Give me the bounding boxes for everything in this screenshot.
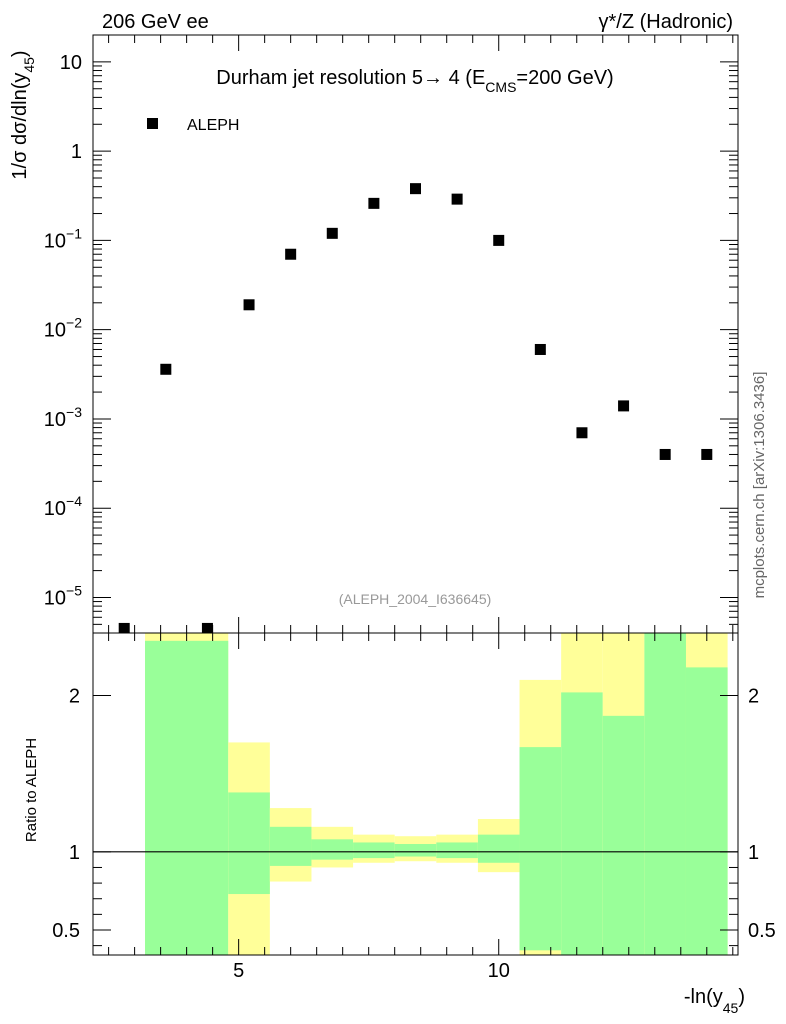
uncertainty-band-inner bbox=[519, 747, 562, 951]
x-axis-label: -ln(y45) bbox=[684, 986, 745, 1016]
legend-marker bbox=[147, 118, 158, 129]
ratio-y-tick-label-left: 1 bbox=[69, 842, 80, 864]
y-tick-label: 1 bbox=[71, 141, 82, 163]
uncertainty-band-inner bbox=[436, 842, 478, 859]
data-point bbox=[118, 622, 130, 633]
main-y-axis: 10 1 10−1 10−2 10−3 10−4 10−5 bbox=[44, 34, 738, 634]
main-y-label-main: 1/σ dσ/dln(y bbox=[9, 73, 31, 180]
main-y-label-sub: 45 bbox=[21, 57, 37, 73]
uncertainty-band-inner bbox=[353, 842, 395, 859]
main-y-label: 1/σ dσ/dln(y45) bbox=[9, 50, 37, 179]
data-point bbox=[160, 363, 172, 375]
y-tick-label: 10−3 bbox=[44, 404, 82, 431]
x-axis-label-end: ) bbox=[738, 986, 745, 1008]
data-point bbox=[493, 234, 505, 246]
uncertainty-band-inner bbox=[311, 839, 354, 860]
analysis-watermark: (ALEPH_2004_I636645) bbox=[339, 591, 492, 607]
legend-label: ALEPH bbox=[187, 117, 239, 134]
ratio-plot-frame bbox=[92, 632, 739, 956]
uncertainty-band-inner bbox=[145, 640, 229, 955]
data-point bbox=[285, 248, 297, 260]
uncertainty-band-inner bbox=[561, 692, 603, 955]
y-tick-label: 10−4 bbox=[44, 493, 82, 520]
plot-title-end: =200 GeV) bbox=[516, 67, 613, 89]
x-tick-label: 5 bbox=[233, 960, 244, 982]
uncertainty-band-inner bbox=[644, 633, 686, 955]
main-x-axis-ticks bbox=[108, 35, 734, 633]
data-point bbox=[410, 183, 421, 195]
ratio-y-tick-label-right: 1 bbox=[748, 842, 759, 864]
data-point bbox=[243, 299, 255, 311]
x-tick-label: 10 bbox=[488, 960, 510, 982]
ratio-y-tick-label-left: 0.5 bbox=[52, 920, 80, 942]
ratio-y-label: Ratio to ALEPH bbox=[23, 738, 40, 842]
plot-title-sub: CMS bbox=[485, 79, 516, 95]
y-tick-label: 10−1 bbox=[44, 225, 82, 252]
ratio-band-layer bbox=[145, 633, 728, 955]
uncertainty-band-inner bbox=[228, 792, 270, 895]
x-axis-label-main: -ln(y bbox=[684, 986, 723, 1008]
ratio-y-tick-label-right: 0.5 bbox=[748, 920, 776, 942]
data-point bbox=[201, 622, 213, 633]
header-right: γ*/Z (Hadronic) bbox=[599, 11, 733, 33]
uncertainty-band-inner bbox=[602, 715, 645, 955]
data-point bbox=[368, 197, 380, 209]
marker-layer bbox=[118, 183, 713, 633]
uncertainty-band-inner bbox=[477, 834, 520, 863]
y-tick-label: 10−2 bbox=[44, 315, 82, 342]
main-plot-panel: 10 1 10−1 10−2 10−3 10−4 10−5 Durham jet resol… bbox=[9, 34, 739, 634]
data-point bbox=[326, 227, 338, 239]
header-left: 206 GeV ee bbox=[102, 11, 209, 33]
ratio-y-tick-label-right: 2 bbox=[748, 686, 759, 708]
ratio-y-axis: 2 2 1 1 0.5 0.5 bbox=[52, 686, 776, 947]
data-point bbox=[451, 193, 463, 205]
x-axis-label-sub: 45 bbox=[723, 1000, 739, 1016]
data-point bbox=[576, 427, 588, 439]
plot-title: Durham jet resolution 5→ 4 (ECMS=200 GeV… bbox=[216, 67, 613, 95]
source-credit: mcplots.cern.ch [arXiv:1306.3436] bbox=[751, 372, 768, 599]
ratio-y-tick-label-left: 2 bbox=[69, 686, 80, 708]
y-tick-label: 10 bbox=[60, 52, 82, 74]
ratio-plot-panel: 2 2 1 1 0.5 0.5 5 10 Ratio to ALEPH -ln(y45) bbox=[23, 632, 776, 1016]
main-y-label-end: ) bbox=[9, 50, 31, 57]
data-point bbox=[701, 448, 713, 460]
ratio-x-axis: 5 10 bbox=[108, 633, 734, 982]
uncertainty-band-inner bbox=[685, 667, 728, 955]
data-point bbox=[618, 400, 630, 412]
data-point bbox=[534, 343, 546, 355]
uncertainty-band-inner bbox=[394, 844, 437, 857]
data-point bbox=[659, 448, 671, 460]
y-tick-label: 10−5 bbox=[44, 582, 82, 609]
uncertainty-band-inner bbox=[269, 826, 312, 866]
plot-title-main: Durham jet resolution 5→ 4 (E bbox=[216, 67, 485, 89]
